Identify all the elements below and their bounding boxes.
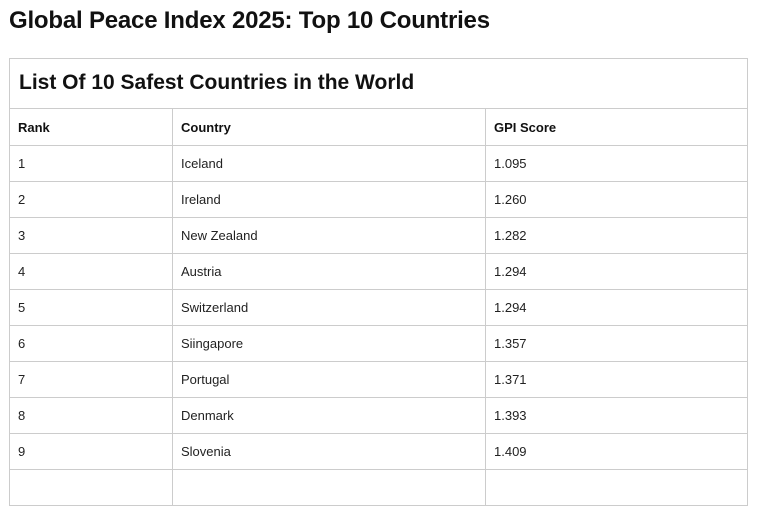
header-country: Country xyxy=(172,108,486,146)
cell-gpi-score: 1.095 xyxy=(485,145,748,182)
table-row: 8 Denmark 1.393 xyxy=(9,397,748,434)
cell-gpi-score: 1.260 xyxy=(485,181,748,218)
table-row: 7 Portugal 1.371 xyxy=(9,361,748,398)
gpi-table-container: List Of 10 Safest Countries in the World… xyxy=(9,58,748,506)
cell-country: Denmark xyxy=(172,397,486,434)
page-title: Global Peace Index 2025: Top 10 Countrie… xyxy=(9,7,490,34)
cell-gpi-score: 1.294 xyxy=(485,253,748,290)
cell-country: Slovenia xyxy=(172,433,486,470)
cell-country: New Zealand xyxy=(172,217,486,254)
cell-gpi-score xyxy=(485,469,748,506)
cell-rank: 5 xyxy=(9,289,173,326)
table-header-row: Rank Country GPI Score xyxy=(9,108,748,146)
cell-rank xyxy=(9,469,173,506)
table-caption: List Of 10 Safest Countries in the World xyxy=(9,58,748,108)
cell-country: Siingapore xyxy=(172,325,486,362)
cell-gpi-score: 1.294 xyxy=(485,289,748,326)
cell-rank: 6 xyxy=(9,325,173,362)
header-gpi-score: GPI Score xyxy=(485,108,748,146)
table-row: 4 Austria 1.294 xyxy=(9,253,748,290)
gpi-table: Rank Country GPI Score 1 Iceland 1.095 2 Ire… xyxy=(9,108,748,506)
cell-rank: 7 xyxy=(9,361,173,398)
cell-country: Portugal xyxy=(172,361,486,398)
table-row: 3 New Zealand 1.282 xyxy=(9,217,748,254)
cell-rank: 4 xyxy=(9,253,173,290)
cell-gpi-score: 1.357 xyxy=(485,325,748,362)
cell-country: Iceland xyxy=(172,145,486,182)
cell-gpi-score: 1.282 xyxy=(485,217,748,254)
table-row: 2 Ireland 1.260 xyxy=(9,181,748,218)
table-row xyxy=(9,469,748,506)
cell-rank: 3 xyxy=(9,217,173,254)
cell-rank: 2 xyxy=(9,181,173,218)
table-row: 5 Switzerland 1.294 xyxy=(9,289,748,326)
cell-rank: 8 xyxy=(9,397,173,434)
cell-rank: 1 xyxy=(9,145,173,182)
table-row: 9 Slovenia 1.409 xyxy=(9,433,748,470)
cell-country: Austria xyxy=(172,253,486,290)
cell-country: Switzerland xyxy=(172,289,486,326)
cell-rank: 9 xyxy=(9,433,173,470)
cell-country xyxy=(172,469,486,506)
header-rank: Rank xyxy=(9,108,173,146)
cell-gpi-score: 1.409 xyxy=(485,433,748,470)
cell-gpi-score: 1.393 xyxy=(485,397,748,434)
table-row: 1 Iceland 1.095 xyxy=(9,145,748,182)
cell-gpi-score: 1.371 xyxy=(485,361,748,398)
table-row: 6 Siingapore 1.357 xyxy=(9,325,748,362)
cell-country: Ireland xyxy=(172,181,486,218)
